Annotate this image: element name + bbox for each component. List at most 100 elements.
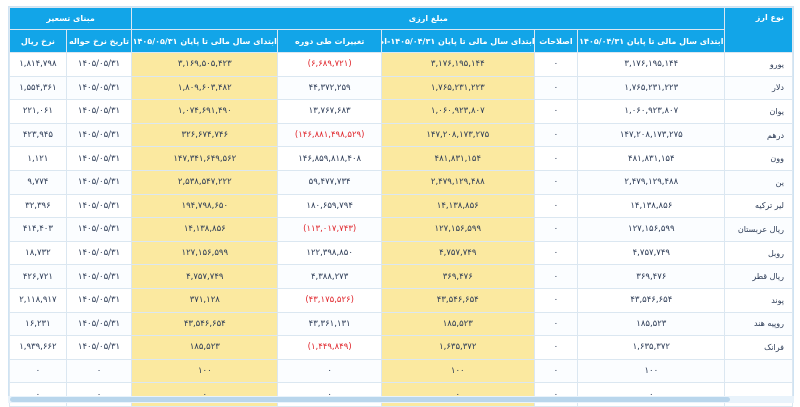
cell-rate-date: ۱۴۰۵/۰۵/۳۱ bbox=[65, 335, 133, 360]
cell-rate-date: ۱۴۰۵/۰۵/۳۱ bbox=[65, 99, 133, 124]
cell-period-changes: ۱۴۶,۸۵۹,۸۱۸,۴۰۸ bbox=[277, 146, 382, 171]
table-row[interactable]: یورو ۳,۱۷۶,۱۹۵,۱۴۴ ۰ ۳,۱۷۶,۱۹۵,۱۴۴ (۶,۶۸۹,۷۲… bbox=[9, 52, 793, 77]
cell-period-changes: (۱۴۶,۸۸۱,۴۹۸,۵۲۹) bbox=[277, 122, 382, 148]
cell-corrections: ۰ bbox=[533, 75, 579, 101]
cell-rate: ۱۶,۲۳۱ bbox=[9, 311, 67, 337]
cell-rate-date: ۰ bbox=[65, 358, 133, 384]
cell-currency-name: لیر ترکیه bbox=[724, 193, 793, 219]
cell-rate-date: ۱۴۰۵/۰۵/۳۱ bbox=[65, 311, 133, 337]
cell-opening-corrected: ۱۴۷,۲۰۸,۱۷۳,۲۷۵ bbox=[380, 122, 535, 148]
cell-period-changes: (۱۱۳,۰۱۷,۷۴۳) bbox=[277, 217, 382, 242]
table-row[interactable]: لیر ترکیه ۱۴,۱۳۸,۸۵۶ ۰ ۱۴,۱۳۸,۸۵۶ ۱۸۰,۶۵۹,۷۹… bbox=[9, 193, 793, 219]
cell-currency-name: وون bbox=[724, 146, 793, 171]
cell-currency-name: روپیه هند bbox=[724, 311, 793, 337]
cell-closing: ۱۰۰ bbox=[131, 358, 279, 384]
table-row[interactable]: فرانک ۱,۶۳۵,۳۷۲ ۰ ۱,۶۳۵,۳۷۲ (۱,۴۴۹,۸۴۹) ۱۸۵,۵… bbox=[9, 335, 793, 360]
cell-opening-corrected: ۱۰۰ bbox=[380, 358, 535, 384]
cell-opening: ۱۴,۱۳۸,۸۵۶ bbox=[577, 193, 726, 219]
cell-opening-corrected: ۱,۰۶۰,۹۲۳,۸۰۷ bbox=[380, 99, 535, 124]
table-row[interactable]: ین ۲,۴۷۹,۱۲۹,۴۸۸ ۰ ۲,۴۷۹,۱۲۹,۴۸۸ ۵۹,۴۷۷,۷۳۴ ۲… bbox=[9, 169, 793, 195]
col-header-rate[interactable]: نرخ ریال bbox=[9, 29, 67, 53]
cell-opening: ۱۲۷,۱۵۶,۵۹۹ bbox=[577, 217, 726, 242]
scrollbar-thumb[interactable] bbox=[10, 397, 730, 402]
cell-opening: ۱,۰۶۰,۹۲۳,۸۰۷ bbox=[577, 99, 726, 124]
table-row[interactable]: روبل ۴,۷۵۷,۷۴۹ ۰ ۴,۷۵۷,۷۴۹ ۱۲۲,۳۹۸,۸۵۰ ۱۲۷,۱۵… bbox=[9, 240, 793, 266]
cell-corrections: ۰ bbox=[533, 169, 579, 195]
cell-opening-corrected: ۱,۷۶۵,۲۳۱,۲۲۳ bbox=[380, 75, 535, 101]
cell-rate: ۲,۱۱۸,۹۱۷ bbox=[9, 287, 67, 313]
cell-opening-corrected: ۲,۴۷۹,۱۲۹,۴۸۸ bbox=[380, 169, 535, 195]
cell-period-changes: ۰ bbox=[277, 358, 382, 384]
cell-currency-name bbox=[724, 358, 793, 384]
table-row[interactable]: وون ۴۸۱,۸۳۱,۱۵۴ ۰ ۴۸۱,۸۳۱,۱۵۴ ۱۴۶,۸۵۹,۸۱۸,۴۰… bbox=[9, 146, 793, 171]
cell-rate-date: ۱۴۰۵/۰۵/۳۱ bbox=[65, 287, 133, 313]
cell-corrections: ۰ bbox=[533, 122, 579, 148]
cell-corrections: ۰ bbox=[533, 99, 579, 124]
cell-currency-name: درهم bbox=[724, 122, 793, 148]
cell-corrections: ۰ bbox=[533, 264, 579, 289]
cell-currency-name: ریال قطر bbox=[724, 264, 793, 289]
cell-rate: ۴۲۳,۹۴۵ bbox=[9, 122, 67, 148]
cell-period-changes: (۶,۶۸۹,۷۲۱) bbox=[277, 52, 382, 77]
cell-opening: ۲,۴۷۹,۱۲۹,۴۸۸ bbox=[577, 169, 726, 195]
cell-currency-name: پوند bbox=[724, 287, 793, 313]
cell-closing: ۳۷۱,۱۲۸ bbox=[131, 287, 279, 313]
cell-opening: ۱۸۵,۵۲۳ bbox=[577, 311, 726, 337]
table-row[interactable]: ۱۰۰ ۰ ۱۰۰ ۰ ۱۰۰ ۰ ۰ bbox=[9, 358, 793, 384]
cell-opening-corrected: ۳,۱۷۶,۱۹۵,۱۴۴ bbox=[380, 52, 535, 77]
col-header-opening[interactable]: ابتدای سال مالی تا پایان ۱۴۰۵/۰۴/۳۱ bbox=[577, 29, 726, 53]
cell-closing: ۱۲۷,۱۵۶,۵۹۹ bbox=[131, 240, 279, 266]
cell-corrections: ۰ bbox=[533, 358, 579, 384]
cell-opening: ۳۶۹,۴۷۶ bbox=[577, 264, 726, 289]
col-header-closing[interactable]: ابتدای سال مالی تا پایان ۱۴۰۵/۰۵/۳۱ bbox=[131, 29, 279, 53]
cell-opening-corrected: ۱۲۷,۱۵۶,۵۹۹ bbox=[380, 217, 535, 242]
col-header-corrections[interactable]: اصلاحات bbox=[533, 29, 579, 53]
cell-opening: ۱۴۷,۲۰۸,۱۷۳,۲۷۵ bbox=[577, 122, 726, 148]
table-row[interactable]: ریال قطر ۳۶۹,۴۷۶ ۰ ۳۶۹,۴۷۶ ۴,۳۸۸,۲۷۳ ۴,۷۵۷,۷۴… bbox=[9, 264, 793, 289]
cell-period-changes: ۴۴,۳۷۲,۲۵۹ bbox=[277, 75, 382, 101]
cell-closing: ۴,۷۵۷,۷۴۹ bbox=[131, 264, 279, 289]
cell-corrections: ۰ bbox=[533, 240, 579, 266]
cell-opening: ۳,۱۷۶,۱۹۵,۱۴۴ bbox=[577, 52, 726, 77]
cell-rate-date: ۱۴۰۵/۰۵/۳۱ bbox=[65, 75, 133, 101]
cell-opening: ۴۳,۵۴۶,۶۵۴ bbox=[577, 287, 726, 313]
cell-closing: ۱,۸۰۹,۶۰۳,۴۸۲ bbox=[131, 75, 279, 101]
cell-opening-corrected: ۱۸۵,۵۲۳ bbox=[380, 311, 535, 337]
cell-closing: ۱۴۷,۳۴۱,۶۴۹,۵۶۲ bbox=[131, 146, 279, 171]
cell-rate: ۱,۸۱۴,۷۹۸ bbox=[9, 52, 67, 77]
cell-closing: ۲,۵۳۸,۵۴۷,۲۲۲ bbox=[131, 169, 279, 195]
cell-rate: ۱,۱۲۱ bbox=[9, 146, 67, 171]
cell-rate-date: ۱۴۰۵/۰۵/۳۱ bbox=[65, 240, 133, 266]
cell-opening-corrected: ۱,۶۳۵,۳۷۲ bbox=[380, 335, 535, 360]
cell-corrections: ۰ bbox=[533, 217, 579, 242]
cell-corrections: ۰ bbox=[533, 52, 579, 77]
cell-opening: ۴,۷۵۷,۷۴۹ bbox=[577, 240, 726, 266]
table-row[interactable]: یوان ۱,۰۶۰,۹۲۳,۸۰۷ ۰ ۱,۰۶۰,۹۲۳,۸۰۷ ۱۳,۷۶۷,۶۸… bbox=[9, 99, 793, 124]
table-row[interactable]: روپیه هند ۱۸۵,۵۲۳ ۰ ۱۸۵,۵۲۳ ۴۳,۳۶۱,۱۳۱ ۴۳,۵۴۶… bbox=[9, 311, 793, 337]
header-currency-type: نوع ارز bbox=[724, 7, 793, 53]
cell-rate-date: ۱۴۰۵/۰۵/۳۱ bbox=[65, 146, 133, 171]
header-conversion-basis: مبنای تسعیر bbox=[8, 7, 133, 30]
cell-corrections: ۰ bbox=[533, 193, 579, 219]
table-row[interactable]: پوند ۴۳,۵۴۶,۶۵۴ ۰ ۴۳,۵۴۶,۶۵۴ (۴۳,۱۷۵,۵۲۶) ۳۷۱… bbox=[9, 287, 793, 313]
col-header-opening-corrected[interactable]: ابتدای سال مالی تا پایان ۱۴۰۵/۰۴/۳۱-اصلا… bbox=[380, 29, 535, 53]
table-row[interactable]: دلار ۱,۷۶۵,۲۳۱,۲۲۳ ۰ ۱,۷۶۵,۲۳۱,۲۲۳ ۴۴,۳۷۲,۲۵… bbox=[9, 75, 793, 101]
horizontal-scrollbar[interactable] bbox=[8, 396, 794, 403]
currency-table: نوع ارز مبلغ ارزی مبنای تسعیر ابتدای سال… bbox=[8, 7, 793, 407]
cell-closing: ۴۳,۵۴۶,۶۵۴ bbox=[131, 311, 279, 337]
table-row[interactable]: درهم ۱۴۷,۲۰۸,۱۷۳,۲۷۵ ۰ ۱۴۷,۲۰۸,۱۷۳,۲۷۵ (۱۴۶,… bbox=[9, 122, 793, 148]
cell-currency-name: یوان bbox=[724, 99, 793, 124]
cell-rate-date: ۱۴۰۵/۰۵/۳۱ bbox=[65, 264, 133, 289]
cell-rate-date: ۱۴۰۵/۰۵/۳۱ bbox=[65, 193, 133, 219]
col-header-rate-date[interactable]: تاریخ نرخ حواله bbox=[65, 29, 133, 53]
table-body: یورو ۳,۱۷۶,۱۹۵,۱۴۴ ۰ ۳,۱۷۶,۱۹۵,۱۴۴ (۶,۶۸۹,۷۲… bbox=[9, 52, 793, 407]
cell-corrections: ۰ bbox=[533, 335, 579, 360]
cell-opening: ۱۰۰ bbox=[577, 358, 726, 384]
cell-rate-date: ۱۴۰۵/۰۵/۳۱ bbox=[65, 169, 133, 195]
cell-corrections: ۰ bbox=[533, 311, 579, 337]
cell-rate-date: ۱۴۰۵/۰۵/۳۱ bbox=[65, 52, 133, 77]
table-row[interactable]: ریال عربستان ۱۲۷,۱۵۶,۵۹۹ ۰ ۱۲۷,۱۵۶,۵۹۹ (۱۱۳,… bbox=[9, 217, 793, 242]
cell-opening-corrected: ۴۳,۵۴۶,۶۵۴ bbox=[380, 287, 535, 313]
col-header-period-changes[interactable]: تغییرات طی دوره bbox=[277, 29, 382, 53]
cell-rate: ۴۲۶,۷۲۱ bbox=[9, 264, 67, 289]
